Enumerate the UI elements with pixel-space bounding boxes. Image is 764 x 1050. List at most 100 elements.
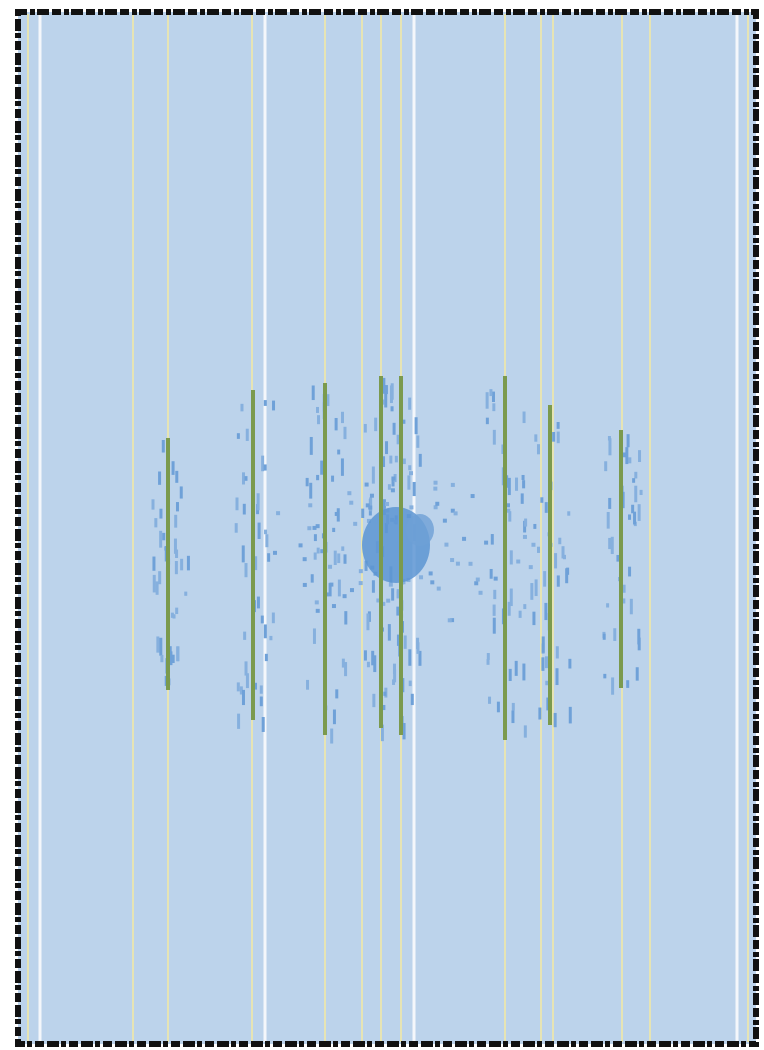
dot (569, 707, 572, 724)
dot (611, 537, 614, 554)
dot (264, 464, 267, 470)
dot (172, 461, 175, 475)
dot (444, 543, 448, 547)
dot (486, 392, 489, 409)
dot (469, 562, 473, 566)
dot (243, 632, 246, 640)
dot (545, 656, 548, 668)
dot (409, 681, 412, 687)
dot (523, 412, 526, 424)
dot (511, 710, 514, 723)
dot (175, 550, 178, 558)
dot (408, 465, 411, 470)
dot (237, 714, 240, 729)
dot (510, 550, 513, 564)
dot (606, 603, 609, 607)
dot (180, 559, 183, 571)
dot (523, 535, 527, 539)
dot (257, 597, 260, 609)
dot (391, 476, 395, 480)
dot (557, 432, 560, 444)
dot (443, 519, 447, 523)
dot (616, 555, 619, 562)
dot (490, 569, 493, 579)
dot (540, 497, 543, 503)
dot (492, 403, 495, 411)
dot (403, 459, 406, 465)
dot (243, 504, 246, 515)
dot (557, 575, 560, 586)
dot (493, 430, 496, 445)
dot (269, 636, 272, 640)
dot (634, 486, 637, 503)
dot (156, 636, 159, 652)
dot (391, 488, 395, 492)
dot (246, 673, 249, 688)
dot (312, 385, 315, 400)
dot (273, 551, 277, 555)
dot (407, 475, 410, 489)
dot (510, 589, 513, 607)
dot (627, 434, 630, 447)
dot (367, 662, 370, 667)
dot (435, 502, 439, 506)
dot (636, 667, 639, 680)
dot (386, 599, 390, 603)
dot (176, 502, 179, 511)
dot (519, 611, 522, 618)
dot (632, 478, 635, 483)
dot (335, 689, 338, 698)
dot (372, 467, 375, 484)
dot (338, 580, 341, 597)
dot (316, 609, 320, 613)
dot (176, 646, 179, 661)
dot (343, 427, 346, 439)
dot (509, 669, 512, 681)
dot (272, 401, 275, 411)
dot (331, 476, 334, 482)
dot (389, 456, 392, 464)
dot (488, 697, 491, 704)
dot (353, 522, 357, 526)
dot (434, 505, 438, 509)
dot (180, 486, 183, 498)
dot (242, 690, 245, 705)
dot (236, 497, 239, 510)
dot (174, 515, 177, 528)
dot (276, 511, 280, 515)
dot (626, 680, 629, 688)
dot (408, 398, 411, 410)
dot (390, 385, 393, 403)
dot (391, 588, 394, 600)
dot (258, 523, 261, 539)
dot (389, 583, 393, 587)
dot (565, 568, 568, 583)
dot (244, 476, 247, 481)
dot (558, 538, 561, 545)
dot (371, 651, 374, 665)
dot (522, 480, 525, 488)
dot (628, 514, 631, 519)
dot (628, 567, 631, 577)
dot (430, 580, 434, 584)
dot (374, 418, 377, 431)
dot (434, 481, 438, 485)
dot (341, 546, 344, 550)
dot (364, 650, 367, 660)
dot (419, 454, 422, 467)
dot (187, 556, 190, 571)
dot (413, 482, 416, 496)
dot (554, 713, 557, 727)
dot (403, 723, 406, 739)
dot (471, 494, 475, 498)
dot (486, 418, 489, 424)
dot (385, 502, 389, 506)
dot (524, 519, 527, 527)
dot (531, 543, 535, 547)
dot (523, 604, 526, 609)
dot (562, 546, 565, 558)
dot (364, 424, 367, 433)
dot (330, 729, 333, 744)
dot (159, 638, 162, 656)
dot (491, 534, 494, 545)
